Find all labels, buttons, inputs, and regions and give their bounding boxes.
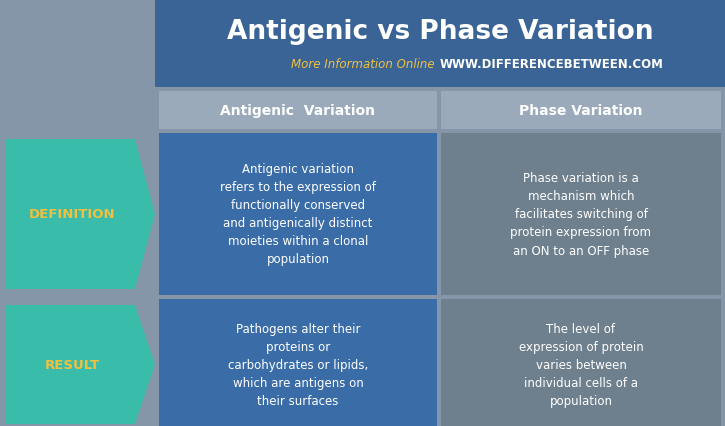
Text: Antigenic variation
refers to the expression of
functionally conserved
and antig: Antigenic variation refers to the expres… [220,163,376,266]
FancyBboxPatch shape [155,0,725,88]
FancyBboxPatch shape [441,299,721,426]
Polygon shape [6,305,155,424]
Text: RESULT: RESULT [45,358,100,371]
FancyBboxPatch shape [441,134,721,295]
Text: Phase variation is a
mechanism which
facilitates switching of
protein expression: Phase variation is a mechanism which fac… [510,172,652,257]
Text: DEFINITION: DEFINITION [29,208,116,221]
FancyBboxPatch shape [159,134,437,295]
Text: Antigenic vs Phase Variation: Antigenic vs Phase Variation [227,19,653,45]
Text: The level of
expression of protein
varies between
individual cells of a
populati: The level of expression of protein varie… [518,322,643,407]
FancyBboxPatch shape [159,92,437,130]
Text: WWW.DIFFERENCEBETWEEN.COM: WWW.DIFFERENCEBETWEEN.COM [440,58,664,71]
Text: Phase Variation: Phase Variation [519,104,643,118]
Text: Antigenic  Variation: Antigenic Variation [220,104,376,118]
FancyBboxPatch shape [441,92,721,130]
FancyBboxPatch shape [159,299,437,426]
Text: Pathogens alter their
proteins or
carbohydrates or lipids,
which are antigens on: Pathogens alter their proteins or carboh… [228,322,368,407]
Polygon shape [6,140,155,289]
Text: More Information Online: More Information Online [291,58,435,71]
